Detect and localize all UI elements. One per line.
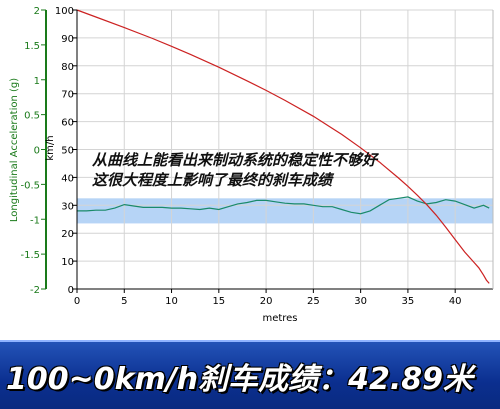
tick-label-x: 25: [307, 296, 320, 307]
tick-label-x: 35: [402, 296, 415, 307]
tick-label-speed: 70: [61, 90, 74, 101]
speed-series-line: [76, 9, 490, 284]
result-banner: 100~0km/h刹车成绩：42.89米: [0, 340, 500, 409]
tick-label-speed: 0: [68, 285, 74, 296]
tick-label-speed: 90: [61, 34, 74, 45]
tick-label-acceleration: 1.5: [24, 41, 40, 52]
annotation-line-2: 这很大程度上影响了最终的刹车成绩: [92, 171, 333, 189]
deceleration-series-line: [77, 196, 490, 215]
tick-label-x: 20: [260, 296, 273, 307]
y-axis-title-speed: km/h: [45, 135, 56, 160]
tick-label-speed: 60: [61, 118, 74, 129]
tick-label-acceleration: 2: [34, 6, 40, 17]
annotation-line-1: 从曲线上能看出来制动系统的稳定性不够好: [92, 151, 378, 169]
tick-label-x: 10: [165, 296, 178, 307]
tick-label-speed: 30: [61, 201, 74, 212]
tick-label-x: 0: [74, 296, 80, 307]
y-axis-title-acceleration: Longitudinal Acceleration (g): [9, 78, 20, 222]
tick-label-acceleration: 0.5: [24, 111, 40, 122]
tick-label-acceleration: -1.5: [20, 250, 40, 261]
highlight-band: [77, 198, 493, 224]
tick-label-acceleration: -1: [30, 215, 40, 226]
tick-label-acceleration: -2: [30, 285, 40, 296]
tick-label-x: 5: [121, 296, 127, 307]
tick-label-speed: 80: [61, 62, 74, 73]
tick-label-speed: 40: [61, 173, 74, 184]
x-axis-title: metres: [262, 313, 297, 324]
tick-label-x: 40: [449, 296, 462, 307]
tick-label-acceleration: 0: [34, 146, 40, 157]
tick-label-x: 30: [354, 296, 367, 307]
banner-text: 100~0km/h刹车成绩：42.89米: [6, 362, 474, 397]
tick-label-speed: 50: [61, 146, 74, 157]
braking-chart: 21.510.50-0.5-1-1.5-2 100908070605040302…: [9, 6, 494, 324]
tick-label-speed: 10: [61, 257, 74, 268]
chart-annotation: 从曲线上能看出来制动系统的稳定性不够好 这很大程度上影响了最终的刹车成绩: [92, 150, 377, 190]
tick-label-speed: 20: [61, 229, 74, 240]
tick-label-x: 15: [212, 296, 225, 307]
tick-label-speed: 100: [55, 6, 74, 17]
tick-label-acceleration: 1: [34, 76, 40, 87]
tick-label-acceleration: -0.5: [20, 180, 40, 191]
